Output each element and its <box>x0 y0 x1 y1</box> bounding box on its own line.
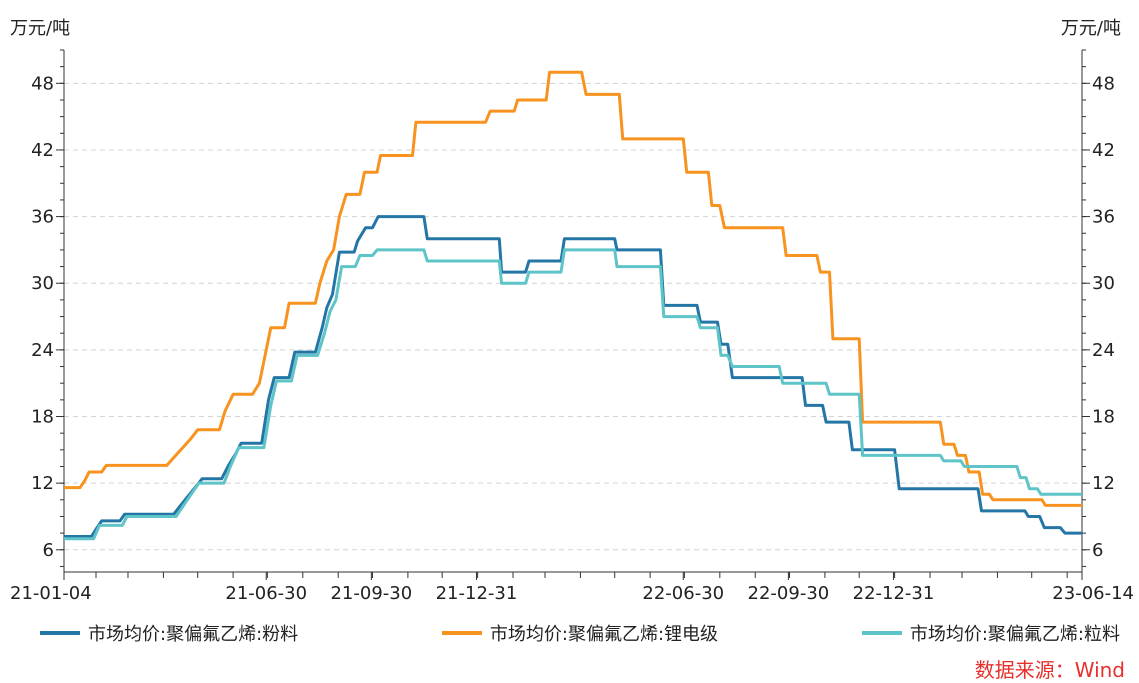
x-tick-label: 22-12-31 <box>853 583 935 604</box>
y-tick-label-left: 6 <box>43 540 54 561</box>
y-tick-label-left: 24 <box>31 340 54 361</box>
legend-swatch-battery <box>441 631 482 635</box>
legend-swatch-powder <box>40 631 80 635</box>
y-tick-label-right: 30 <box>1092 273 1115 294</box>
series-line-2 <box>64 248 1082 541</box>
legend-item-battery: 市场均价:聚偏氟乙烯:锂电级 <box>441 620 719 646</box>
x-tick-label: 21-09-30 <box>330 583 412 604</box>
x-tick-label: 22-09-30 <box>748 583 830 604</box>
y-tick-label-right: 6 <box>1092 540 1103 561</box>
left-axis-unit: 万元/吨 <box>10 18 71 39</box>
legend-label-powder: 市场均价:聚偏氟乙烯:粉料 <box>88 624 299 645</box>
y-tick-label-right: 24 <box>1092 340 1115 361</box>
legend-item-pellet: 市场均价:聚偏氟乙烯:粒料 <box>861 620 1120 646</box>
legend-swatch-pellet <box>861 631 902 635</box>
x-tick-label: 22-06-30 <box>642 583 724 604</box>
y-tick-label-right: 36 <box>1092 207 1115 228</box>
chart-legend: 市场均价:聚偏氟乙烯:粉料 市场均价:聚偏氟乙烯:锂电级 市场均价:聚偏氟乙烯:… <box>40 620 1120 646</box>
y-tick-label-left: 36 <box>31 207 54 228</box>
series-line-1 <box>64 70 1082 507</box>
x-tick-label: 21-01-04 <box>10 583 92 604</box>
y-tick-label-left: 30 <box>31 273 54 294</box>
y-tick-label-right: 42 <box>1092 140 1115 161</box>
y-tick-label-right: 18 <box>1092 407 1115 428</box>
x-tick-label: 21-12-31 <box>436 583 518 604</box>
y-tick-label-left: 42 <box>31 140 54 161</box>
y-tick-label-right: 12 <box>1092 473 1115 494</box>
data-source: 数据来源：Wind <box>974 658 1125 682</box>
y-tick-label-left: 18 <box>31 407 54 428</box>
legend-label-battery: 市场均价:聚偏氟乙烯:锂电级 <box>489 624 719 645</box>
x-tick-label: 21-06-30 <box>225 583 307 604</box>
series-line-0 <box>64 215 1082 538</box>
right-axis-unit: 万元/吨 <box>1060 18 1121 39</box>
legend-label-pellet: 市场均价:聚偏氟乙烯:粒料 <box>909 624 1120 645</box>
y-tick-label-left: 48 <box>31 73 54 94</box>
x-tick-label: 23-06-14 <box>1052 583 1134 604</box>
y-tick-label-right: 48 <box>1092 73 1115 94</box>
legend-item-powder: 市场均价:聚偏氟乙烯:粉料 <box>40 620 298 646</box>
y-tick-label-left: 12 <box>31 473 54 494</box>
